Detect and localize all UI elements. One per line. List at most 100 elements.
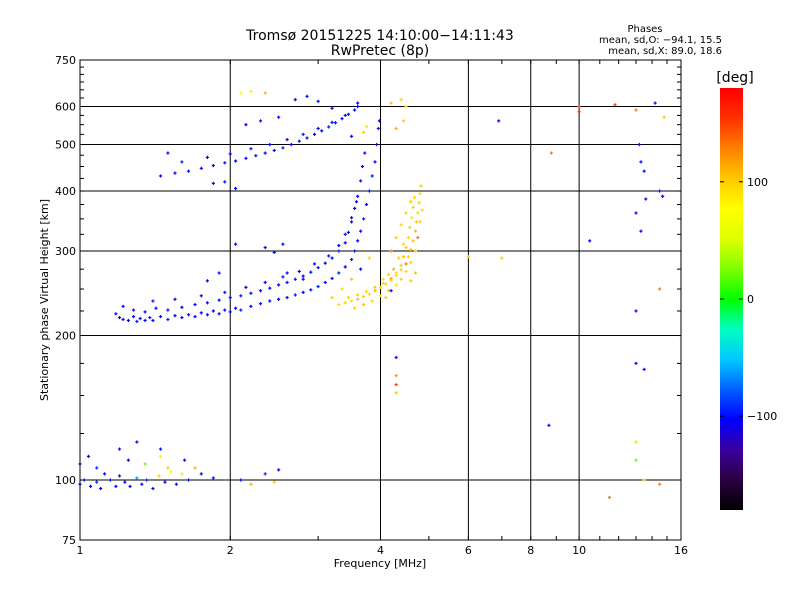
data-point	[117, 315, 122, 320]
data-point	[323, 280, 327, 285]
data-point	[205, 279, 210, 283]
data-point	[418, 192, 422, 196]
data-point	[642, 169, 646, 173]
data-point	[419, 184, 423, 188]
y-tick-label: 600	[55, 101, 76, 114]
data-point	[364, 289, 369, 294]
data-point	[272, 148, 276, 153]
data-point	[239, 478, 243, 482]
data-point	[297, 269, 301, 274]
data-point	[413, 229, 418, 233]
data-point	[364, 124, 369, 129]
data-point	[258, 119, 263, 123]
data-point	[199, 311, 203, 315]
data-point	[173, 171, 177, 175]
data-point	[653, 101, 657, 105]
data-point	[416, 235, 420, 240]
data-point	[309, 270, 313, 274]
data-point	[337, 249, 341, 253]
data-point	[394, 391, 398, 395]
data-point	[316, 99, 320, 103]
data-point	[239, 308, 243, 312]
data-point	[661, 194, 665, 198]
data-point	[353, 108, 357, 112]
data-point	[316, 284, 320, 289]
data-point	[349, 299, 354, 303]
x-tick-label: 4	[377, 544, 384, 557]
data-point	[166, 308, 170, 312]
data-point	[411, 205, 415, 209]
data-point	[163, 480, 167, 484]
data-point	[337, 243, 341, 248]
data-point	[211, 163, 215, 168]
data-point	[249, 482, 253, 486]
data-point	[217, 312, 221, 316]
data-point	[343, 241, 347, 245]
data-point	[343, 301, 347, 305]
data-point	[330, 256, 334, 260]
data-point	[239, 294, 243, 298]
data-point	[223, 290, 227, 294]
data-point	[140, 482, 144, 486]
data-point	[211, 476, 215, 480]
data-point	[99, 486, 103, 491]
data-point	[143, 462, 147, 466]
data-point	[285, 295, 289, 300]
x-tick-label: 6	[465, 544, 472, 557]
data-point	[158, 315, 163, 319]
data-point	[497, 119, 501, 123]
data-point	[281, 242, 285, 246]
stats-x-mode: mean, sd,X: 89.0, 18.6	[608, 46, 722, 57]
data-point	[154, 306, 158, 310]
data-point	[389, 289, 393, 293]
data-point	[337, 302, 341, 307]
data-point	[389, 249, 393, 253]
data-point	[356, 104, 360, 109]
data-point	[409, 279, 413, 283]
colorbar-label: [deg]	[716, 70, 753, 86]
data-point	[353, 249, 357, 253]
data-point	[135, 476, 139, 480]
data-point	[123, 480, 127, 484]
data-point	[333, 121, 338, 125]
data-point	[223, 180, 227, 184]
data-point	[234, 306, 238, 310]
colorbar-tick-label: 0	[747, 293, 754, 306]
data-point	[411, 239, 415, 243]
data-point	[268, 286, 272, 290]
data-point	[268, 299, 272, 303]
data-point	[359, 267, 363, 271]
data-point	[577, 104, 581, 109]
data-point	[466, 255, 470, 259]
data-point	[394, 271, 398, 275]
data-point	[637, 142, 641, 147]
data-point	[416, 211, 420, 215]
data-point	[158, 174, 163, 178]
data-point	[343, 265, 347, 269]
data-point	[186, 313, 191, 317]
data-point	[381, 281, 385, 285]
data-point	[173, 314, 177, 318]
data-point	[249, 291, 253, 295]
x-tick-label: 8	[527, 544, 534, 557]
y-tick-label: 750	[55, 54, 76, 67]
data-point	[180, 472, 184, 476]
data-point	[263, 151, 267, 155]
data-point	[173, 297, 177, 301]
colorbar	[720, 88, 743, 510]
axis-ticks: 1 2 4 6 8 10 16 75 100 200 300 400 500 600 750	[55, 54, 688, 557]
data-point	[285, 137, 289, 142]
data-point	[394, 355, 398, 360]
data-point	[223, 161, 227, 165]
data-point	[359, 179, 363, 183]
data-point	[330, 276, 334, 281]
data-point	[547, 423, 551, 427]
data-point	[166, 317, 170, 322]
data-point	[392, 267, 396, 271]
data-point	[199, 294, 203, 298]
data-point	[356, 194, 360, 198]
data-point	[356, 297, 360, 301]
data-point	[174, 482, 178, 486]
data-point	[658, 189, 662, 193]
data-point	[384, 295, 388, 300]
